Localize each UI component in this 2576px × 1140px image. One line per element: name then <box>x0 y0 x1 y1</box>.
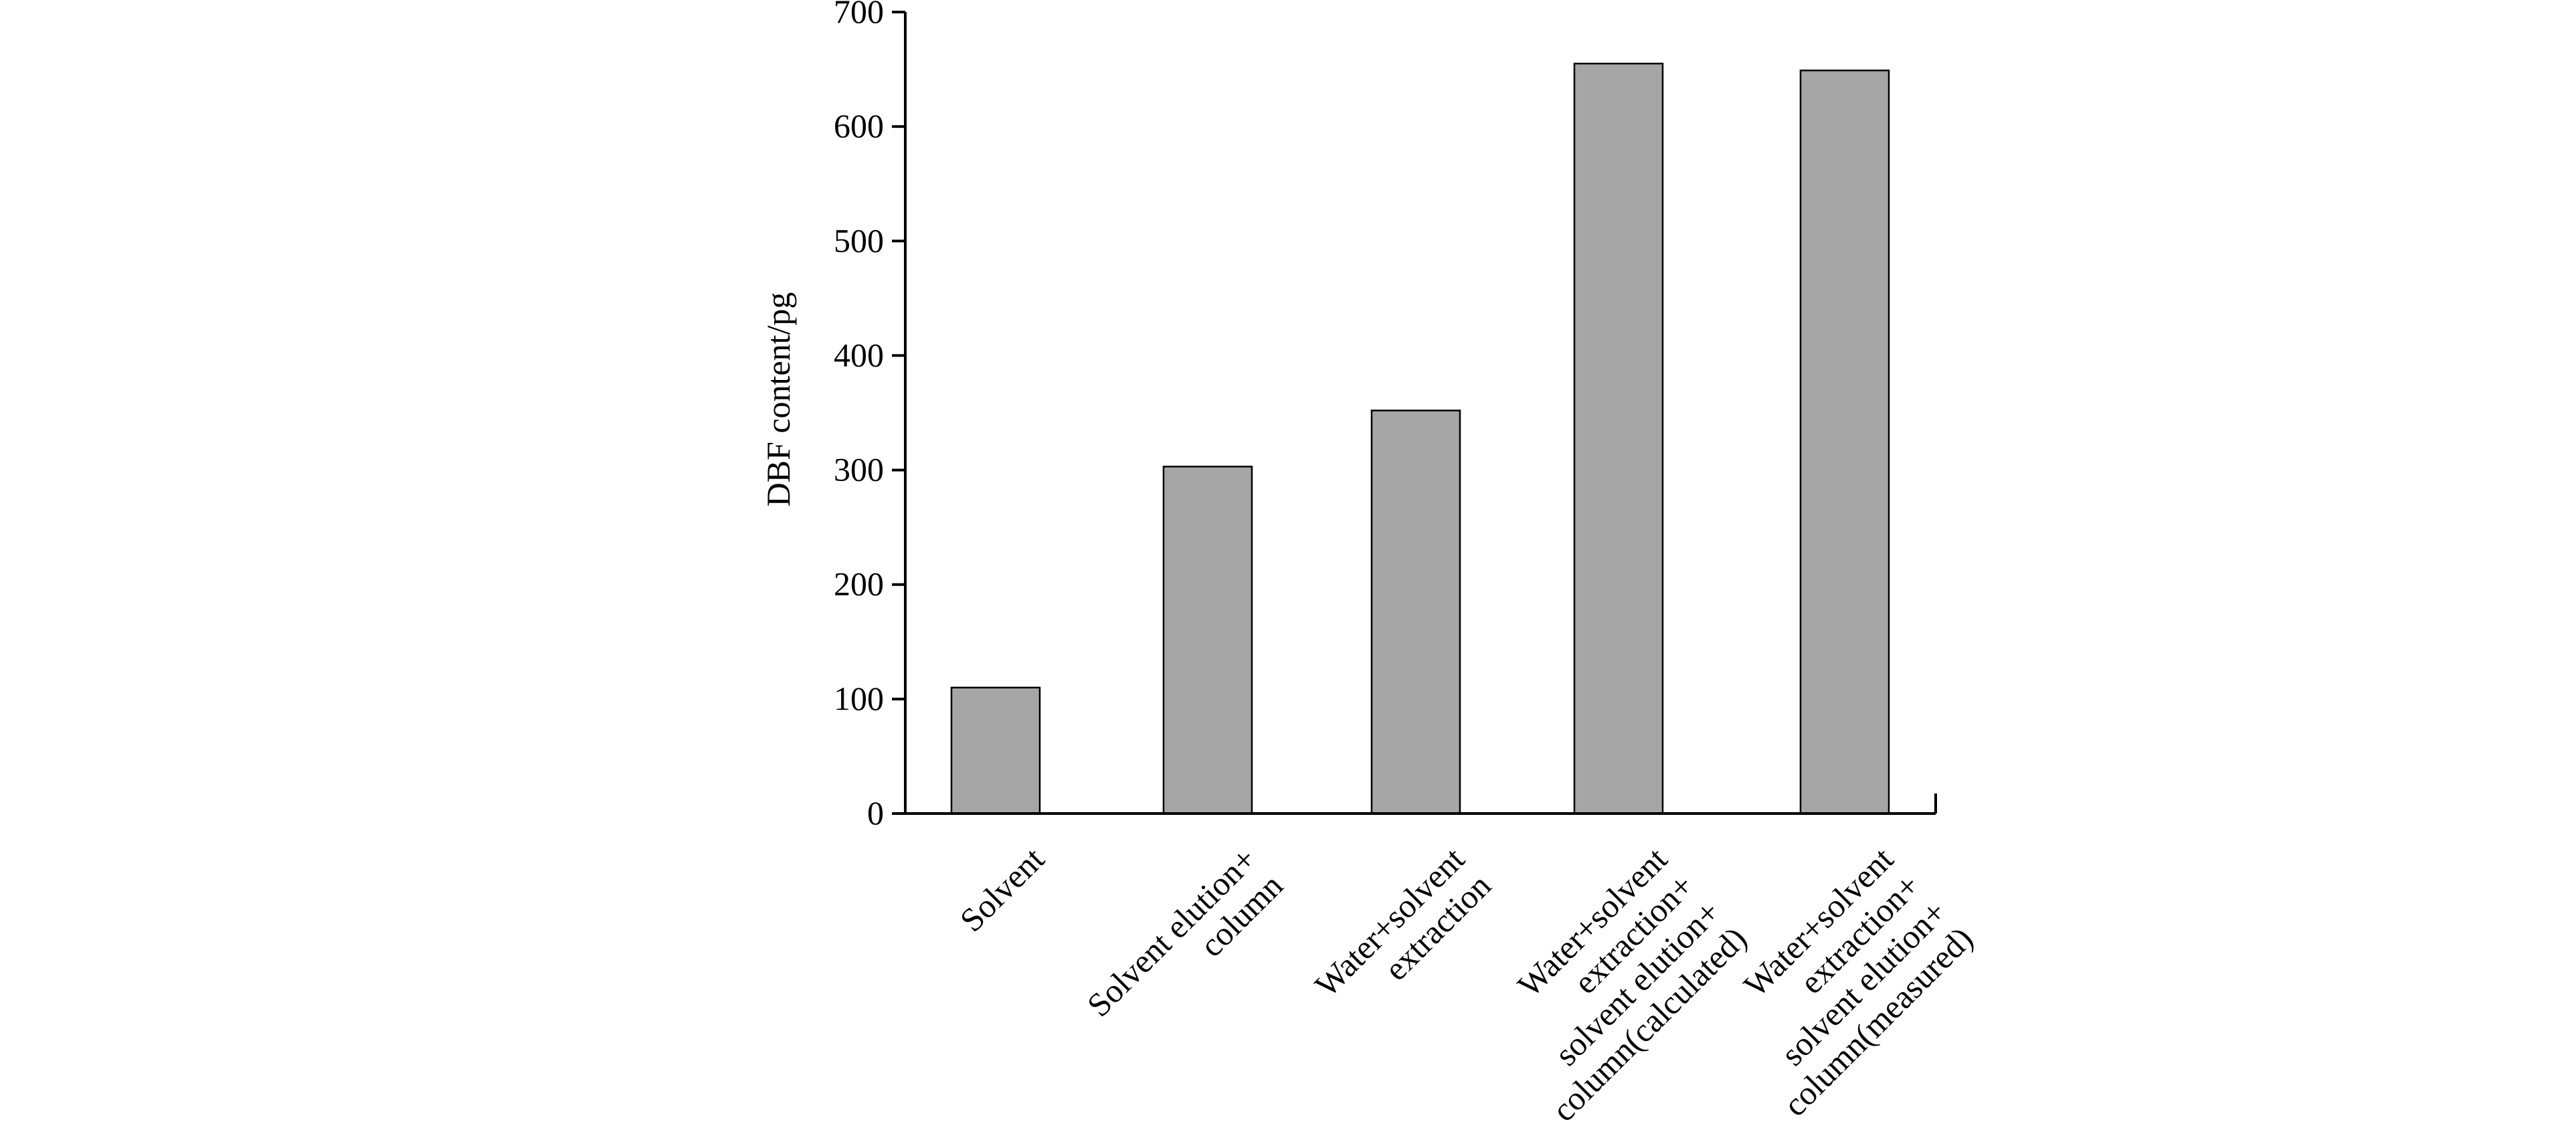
axes-layer <box>892 11 1937 815</box>
y-axis-title: DBF content/pg <box>759 292 797 507</box>
y-tick-label-200: 200 <box>834 565 884 603</box>
bar-1 <box>950 686 1041 815</box>
y-tick-label-100: 100 <box>834 680 884 717</box>
y-tick-label-700: 700 <box>834 0 884 30</box>
bar-5 <box>1799 70 1890 815</box>
y-tick-label-500: 500 <box>834 221 884 259</box>
y-tick-label-400: 400 <box>834 336 884 373</box>
x-tick-label-1: Solvent <box>953 840 1052 939</box>
y-tick-label-600: 600 <box>834 107 884 145</box>
y-tick-label-0: 0 <box>867 794 884 832</box>
labels-layer: 0 100 200 300 400 500 600 700 DBF content/pg Solv… <box>759 0 1980 1129</box>
bar-3 <box>1370 409 1461 815</box>
x-tick-label-2: Solvent elution+column <box>1080 840 1290 1024</box>
bars-layer <box>950 62 1890 815</box>
bar-4 <box>1573 62 1664 815</box>
bar-2 <box>1162 466 1253 815</box>
x-tick-label-line: Solvent <box>953 840 1052 939</box>
y-tick-label-300: 300 <box>834 451 884 488</box>
